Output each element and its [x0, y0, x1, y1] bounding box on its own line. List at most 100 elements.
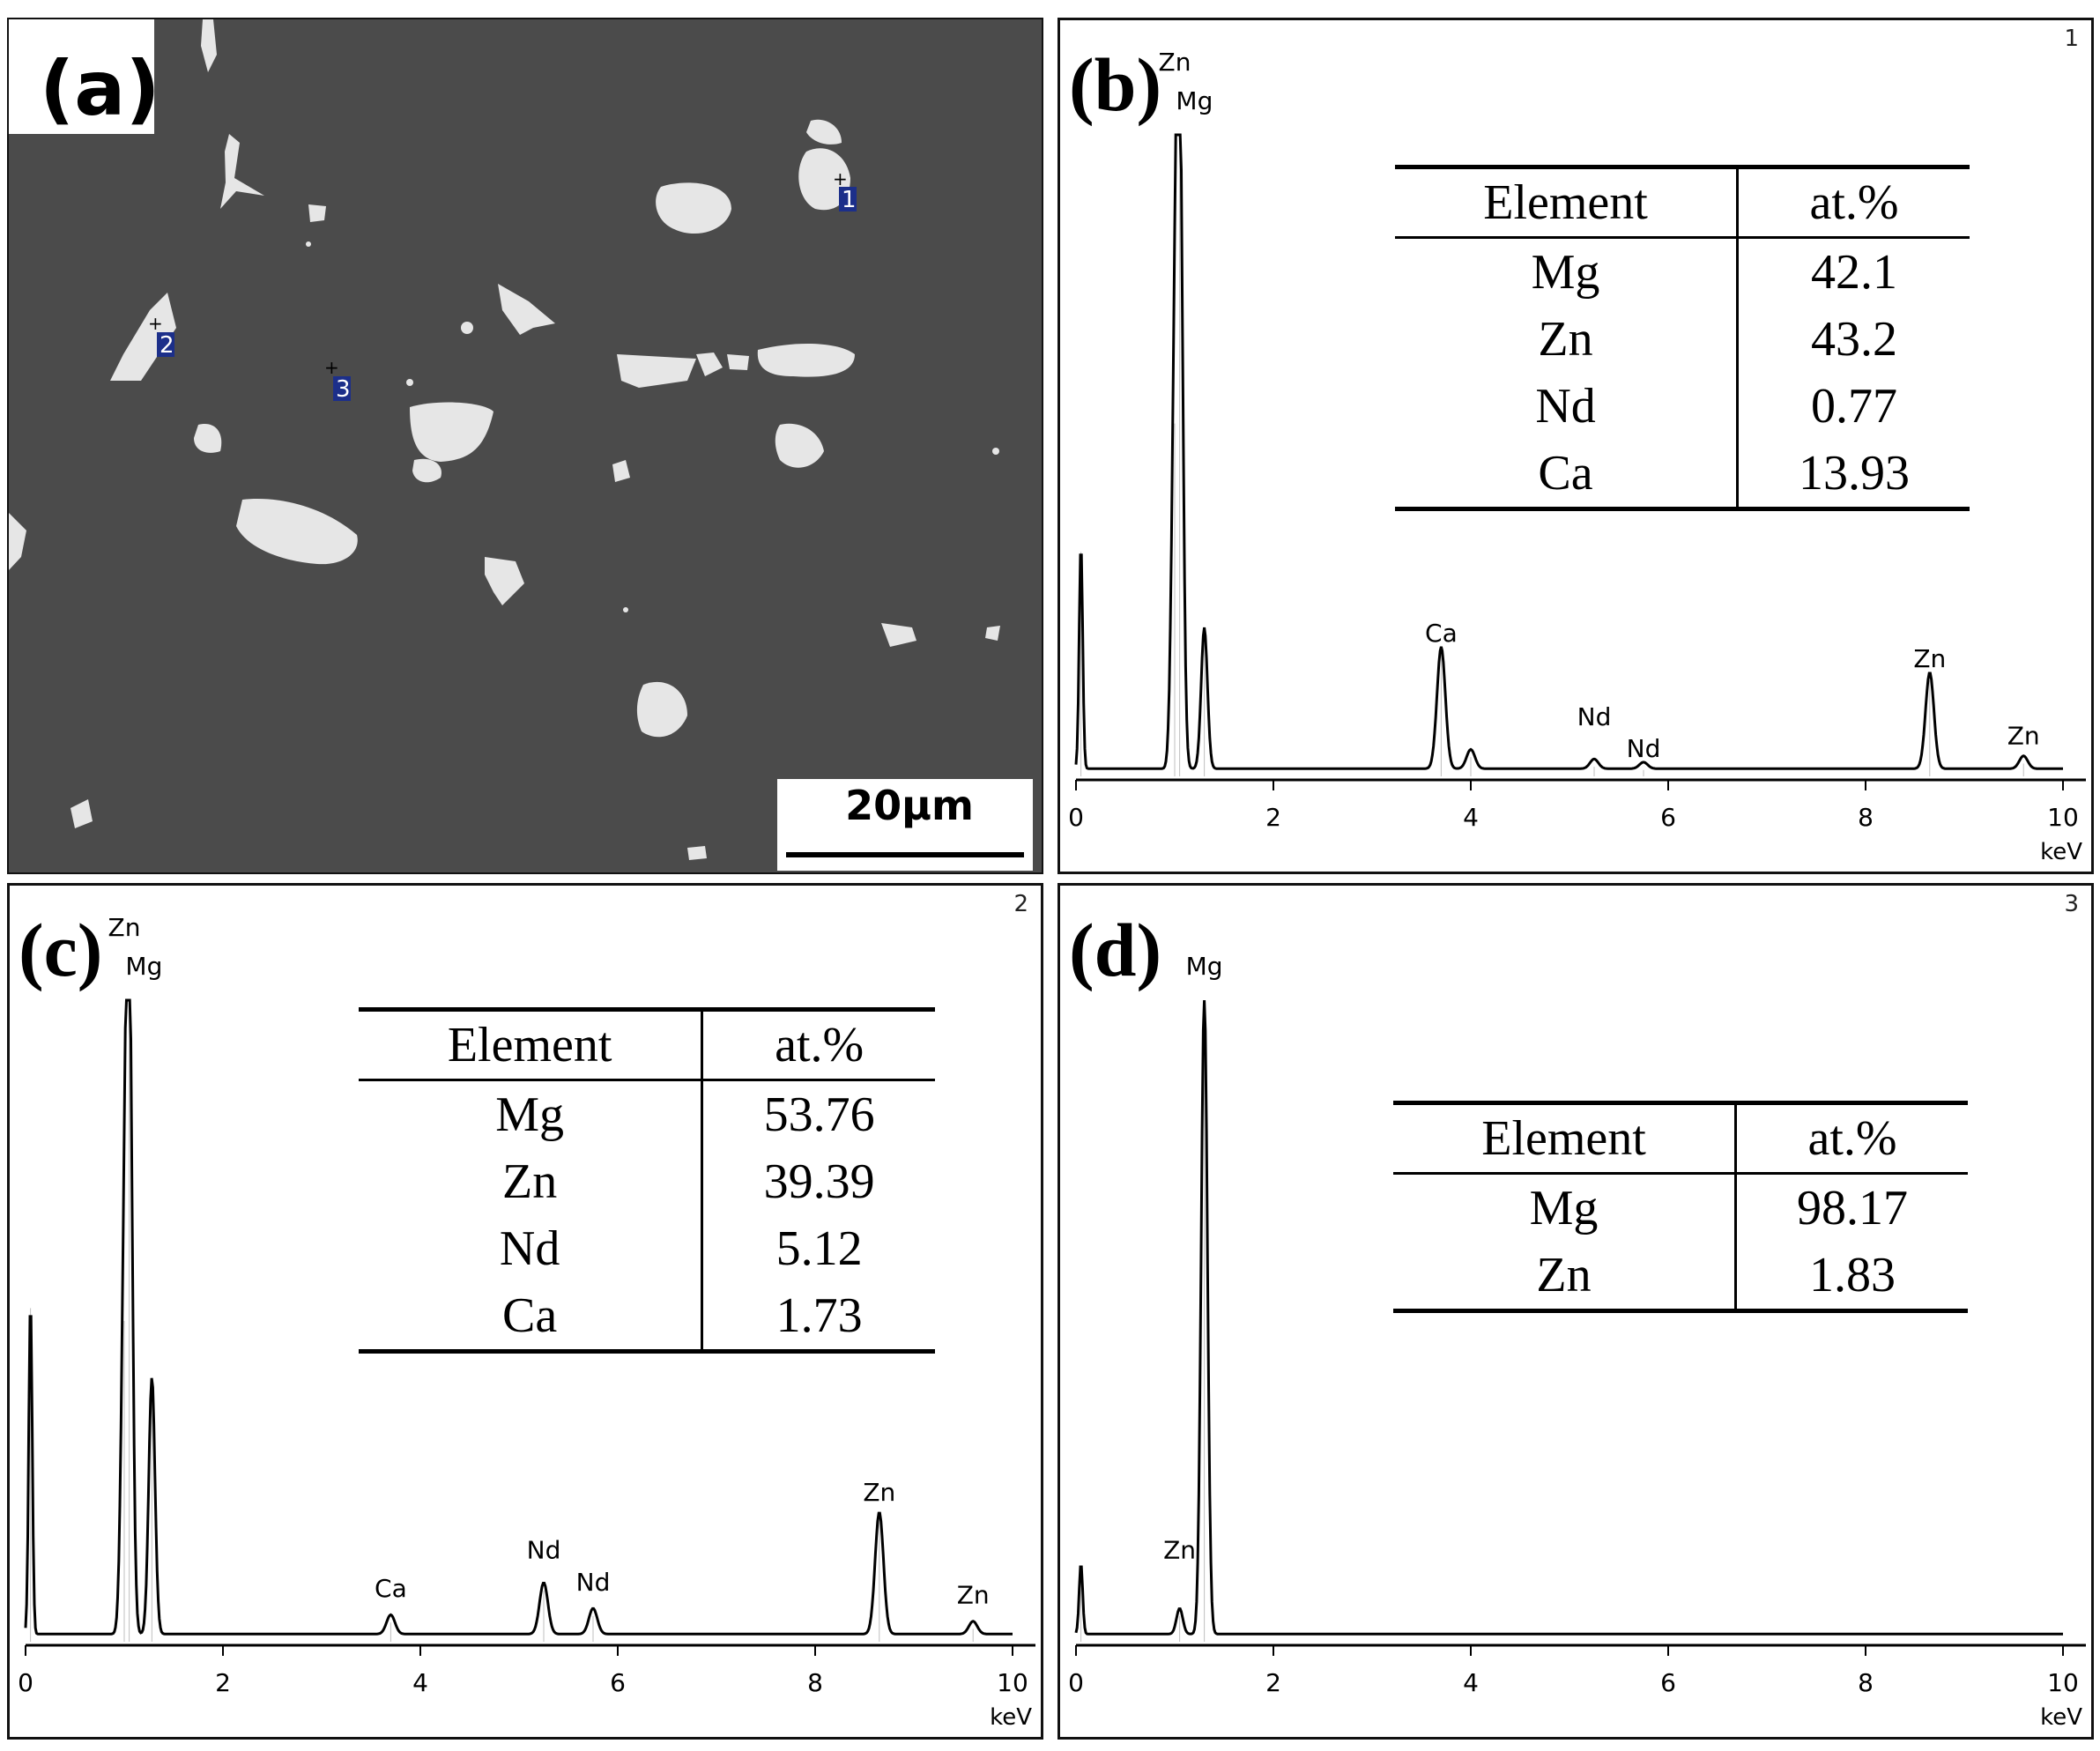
- svg-text:+: +: [833, 168, 848, 189]
- table-row: Zn 39.39: [359, 1148, 935, 1215]
- spectrum-number-c: 2: [1013, 891, 1028, 917]
- panel-label-d: (d): [1069, 908, 1162, 992]
- table-cell-element: Mg: [1393, 1173, 1738, 1242]
- table-cell-value: 98.17: [1797, 1181, 1909, 1235]
- point-marker-3: 3: [336, 376, 351, 403]
- table-cell-value: 39.39: [763, 1154, 875, 1209]
- peak-label: Ca: [1425, 619, 1458, 648]
- peak-label: Nd: [1577, 702, 1612, 731]
- table-cell-element: Nd: [1395, 373, 1740, 440]
- table-cell-element: Mg: [1395, 237, 1740, 306]
- table-cell-value: 1.83: [1809, 1248, 1896, 1302]
- point-marker-1: 1: [842, 187, 857, 213]
- x-tick-label: 6: [1660, 803, 1676, 832]
- x-tick-label: 0: [1068, 803, 1084, 832]
- table-header-at-percent: at.%: [701, 1009, 935, 1081]
- x-tick-label: 0: [18, 1668, 33, 1697]
- table-row: Ca 1.73: [359, 1282, 935, 1352]
- svg-text:+: +: [148, 313, 163, 334]
- composition-table-d: Element at.% Mg 98.17 Zn 1.83: [1393, 1101, 1968, 1313]
- x-axis-unit: keV: [2040, 839, 2082, 865]
- peak-label: Zn: [1163, 1535, 1196, 1564]
- scale-bar-label: 20μm: [845, 782, 974, 829]
- x-tick-label: 2: [215, 1668, 231, 1697]
- peak-label: Zn: [1913, 644, 1946, 673]
- label-box: [9, 19, 154, 134]
- precipitates: [9, 19, 1000, 860]
- table-cell-value: 1.73: [775, 1288, 863, 1343]
- spectrum-panel-d: 0 2 4 6 8 10 keV Mg Zn (d) 3 Element at.% Mg 98.1…: [1057, 883, 2094, 1740]
- peak-label: Mg: [1186, 952, 1223, 981]
- peak-label: Ca: [375, 1574, 407, 1603]
- point-markers: 1 2 3 + + +: [148, 168, 857, 403]
- spectrum-panel-b: 0 2 4 6 8 10 keV Zn Mg Ca Nd Nd Zn Zn (b) 1 Element a…: [1057, 18, 2094, 874]
- peak-label: Zn: [957, 1580, 990, 1609]
- x-axis-unit: keV: [990, 1704, 1032, 1731]
- x-tick-label: 4: [1463, 1668, 1479, 1697]
- x-tick-label: 8: [1858, 803, 1874, 832]
- x-tick-label: 0: [1068, 1668, 1084, 1697]
- spectrum-number-d: 3: [2064, 891, 2079, 917]
- table-row: Ca 13.93: [1395, 440, 1970, 509]
- x-tick-label: 10: [2047, 1668, 2079, 1697]
- x-tick-label: 10: [2047, 803, 2079, 832]
- table-cell-element: Nd: [359, 1215, 704, 1282]
- table-row: Zn 1.83: [1393, 1242, 1968, 1311]
- x-axis-unit: keV: [2040, 1704, 2082, 1731]
- x-tick-label: 10: [997, 1668, 1028, 1697]
- table-cell-element: Ca: [1395, 440, 1740, 509]
- x-tick-label: 6: [610, 1668, 626, 1697]
- point-marker-2: 2: [160, 332, 174, 359]
- spectrum-line: [1074, 999, 2063, 1636]
- table-cell-value: 13.93: [1799, 446, 1911, 501]
- table-cell-value: 5.12: [775, 1221, 863, 1276]
- table-cell-value: 43.2: [1811, 312, 1898, 367]
- table-cell-value: 0.77: [1811, 379, 1898, 434]
- x-tick-label: 8: [1858, 1668, 1874, 1697]
- x-tick-label: 2: [1265, 1668, 1281, 1697]
- peak-label: Zn: [2007, 722, 2040, 751]
- panel-label-b: (b): [1069, 42, 1162, 127]
- table-row: Zn 43.2: [1395, 306, 1970, 373]
- spectrum-number-b: 1: [2064, 26, 2079, 52]
- peak-label: Mg: [1176, 86, 1213, 115]
- composition-table-b: Element at.% Mg 42.1 Zn 43.2 Nd 0.77 Ca 13.9…: [1395, 165, 1970, 511]
- x-tick-label: 2: [1265, 803, 1281, 832]
- svg-text:+: +: [324, 357, 339, 378]
- panel-label-c: (c): [19, 908, 103, 992]
- table-cell-element: Zn: [359, 1148, 704, 1215]
- x-tick-label: 6: [1660, 1668, 1676, 1697]
- table-cell-element: Mg: [359, 1080, 704, 1148]
- table-row: Mg 42.1: [1395, 237, 1970, 306]
- table-header-element: Element: [1395, 167, 1740, 239]
- peak-label: Nd: [1627, 734, 1661, 763]
- sem-panel-label: (a): [40, 45, 160, 133]
- peak-label: Mg: [125, 952, 162, 981]
- spectrum-line: [24, 998, 1013, 1636]
- table-cell-element: Zn: [1393, 1242, 1738, 1311]
- table-cell-element: Zn: [1395, 306, 1740, 373]
- table-header-element: Element: [359, 1009, 704, 1081]
- table-cell-element: Ca: [359, 1282, 704, 1352]
- table-cell-value: 42.1: [1811, 245, 1898, 300]
- table-row: Mg 53.76: [359, 1080, 935, 1148]
- spectrum-panel-c: 0 2 4 6 8 10 keV Zn Mg Ca Nd Nd Zn Zn (c) 2 Element a…: [7, 883, 1043, 1740]
- spectrum-line: [1074, 133, 2063, 770]
- table-row: Nd 0.77: [1395, 373, 1970, 440]
- table-header-at-percent: at.%: [1737, 167, 1970, 239]
- peak-label: Nd: [576, 1568, 611, 1597]
- peak-label: Zn: [1159, 48, 1191, 77]
- table-header-at-percent: at.%: [1735, 1102, 1968, 1175]
- x-tick-label: 8: [807, 1668, 823, 1697]
- peak-label: Zn: [108, 913, 141, 942]
- table-row: Mg 98.17: [1393, 1173, 1968, 1242]
- table-row: Nd 5.12: [359, 1215, 935, 1282]
- x-tick-label: 4: [412, 1668, 428, 1697]
- peak-label: Zn: [863, 1478, 895, 1507]
- peak-label: Nd: [527, 1535, 561, 1564]
- table-cell-value: 53.76: [763, 1087, 875, 1142]
- sem-image: 1 2 3 + + + (a) 20μm: [9, 19, 1042, 872]
